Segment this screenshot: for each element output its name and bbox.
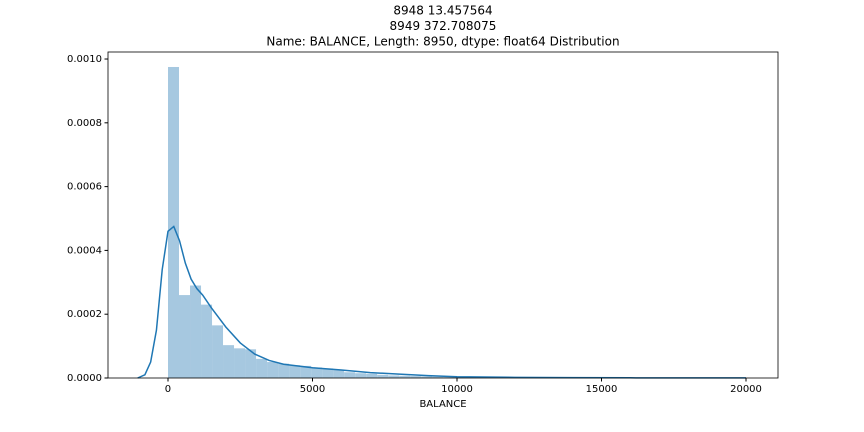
y-tick-label: 0.0006 [67, 182, 102, 193]
bar [267, 362, 279, 378]
bar [179, 295, 191, 378]
chart-title: 8948 13.457564 [393, 4, 492, 18]
bar [421, 376, 433, 378]
bar [201, 304, 213, 378]
bar [432, 376, 444, 378]
bar [443, 377, 455, 378]
y-tick-label: 0.0002 [67, 309, 102, 320]
bar [289, 365, 301, 378]
chart-title: Name: BALANCE, Length: 8950, dtype: floa… [266, 35, 619, 49]
y-tick-label: 0.0004 [67, 245, 102, 256]
x-axis-label: BALANCE [419, 399, 466, 410]
bar [300, 365, 312, 378]
bar [234, 348, 246, 378]
bar [311, 367, 323, 378]
kde-line [137, 225, 747, 379]
bar [355, 373, 367, 378]
y-tick-label: 0.0010 [67, 54, 102, 65]
bar [388, 375, 400, 378]
y-tick-label: 0.0008 [67, 118, 102, 129]
chart-title: 8949 372.708075 [390, 19, 497, 33]
bar [344, 372, 356, 378]
axes-frame [107, 51, 779, 379]
bar [333, 370, 345, 378]
bar [223, 345, 235, 378]
bar [399, 375, 411, 378]
bar [167, 66, 180, 378]
bar [190, 285, 202, 378]
x-tick-label: 20000 [730, 384, 762, 395]
bar [366, 373, 378, 378]
x-tick-label: 15000 [586, 384, 618, 395]
bar [410, 376, 422, 378]
bar [322, 368, 334, 378]
x-tick-label: 0 [165, 384, 171, 395]
bar [256, 358, 268, 378]
bar [245, 349, 257, 378]
x-tick-label: 5000 [300, 384, 325, 395]
bar [278, 363, 290, 378]
bar [377, 374, 389, 378]
y-tick-label: 0.0000 [67, 373, 102, 384]
bar [212, 325, 224, 378]
x-tick-label: 10000 [441, 384, 473, 395]
